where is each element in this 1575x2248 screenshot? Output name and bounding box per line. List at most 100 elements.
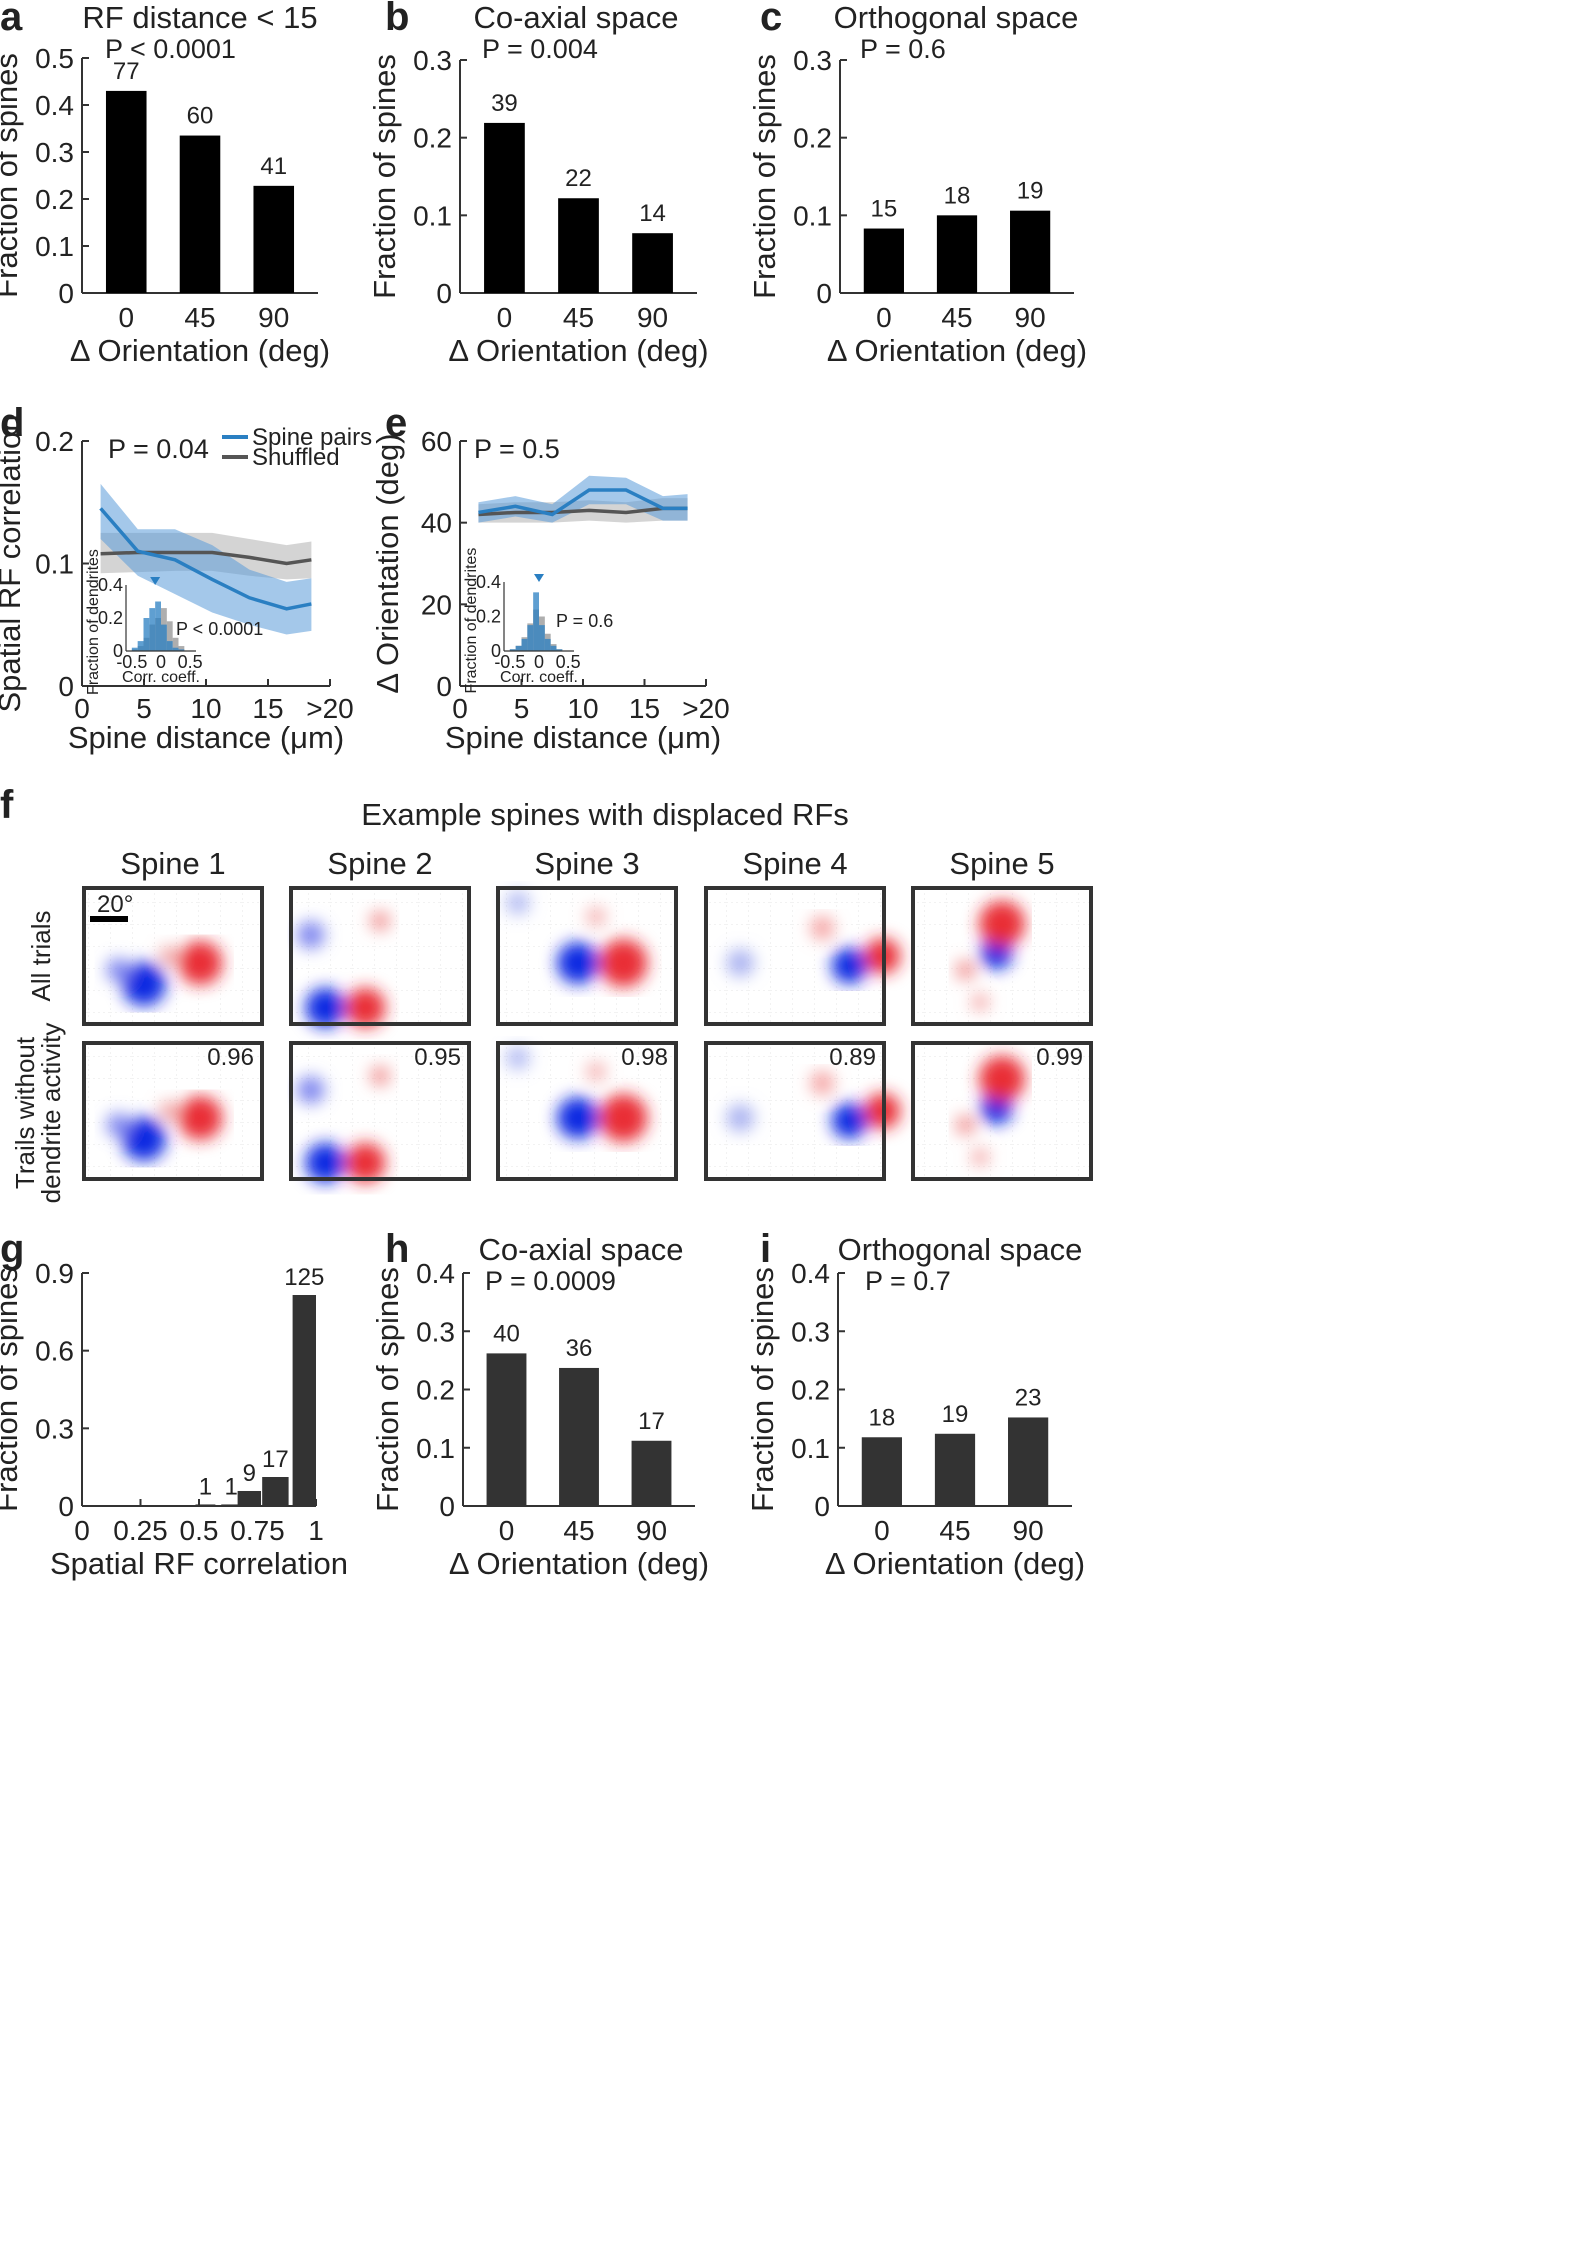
rf-blob [305, 1142, 346, 1183]
bar [632, 233, 673, 293]
rf-frame [704, 886, 886, 1026]
rf-blobs [106, 1096, 223, 1161]
panel-label-h: h [385, 1227, 409, 1271]
x-tick-label: 45 [184, 302, 215, 333]
x-axis-label: Δ Orientation (deg) [448, 333, 708, 368]
hist-bar [149, 608, 156, 651]
x-axis-label: Spine distance (μm) [445, 720, 721, 755]
rf-map: 0.96 [82, 1041, 264, 1181]
inset-x-tick-label: 0 [534, 652, 544, 672]
spine-label: Spine 4 [742, 846, 847, 881]
y-tick-label: 0.5 [35, 43, 74, 74]
y-axis-label: Fraction of spines [745, 1267, 780, 1512]
rf-frame [289, 1041, 471, 1181]
rf-blob [971, 1148, 990, 1167]
bar-label: 19 [1017, 178, 1044, 205]
rf-blob [726, 1104, 755, 1132]
x-tick-label: 90 [1015, 302, 1046, 333]
hist-bar [166, 621, 173, 651]
x-tick-label: 45 [563, 1515, 594, 1546]
y-tick-label: 0.9 [35, 1258, 74, 1289]
stat-label: P = 0.7 [865, 1266, 951, 1296]
x-tick-label: 5 [136, 693, 152, 724]
y-tick-label: 0.3 [35, 137, 74, 168]
bar [559, 1367, 599, 1506]
inset-x-axis-label: Corr. coeff. [500, 669, 578, 686]
x-tick-label: 15 [629, 693, 660, 724]
inset-y-tick-label: 0.4 [476, 572, 501, 592]
hist-bar [544, 638, 551, 651]
series-line-spine-pairs [99, 507, 312, 611]
y-tick-label: 0.2 [413, 123, 452, 154]
median-marker [534, 574, 544, 582]
rf-frame [911, 886, 1093, 1026]
hist-bar [172, 647, 179, 651]
rf-blob [178, 1096, 223, 1140]
x-tick-label: 0 [497, 302, 513, 333]
panel-label-c: c [760, 0, 782, 39]
panel-label-d: d [0, 401, 24, 445]
rf-blob [345, 987, 386, 1028]
rf-blob [971, 993, 990, 1012]
x-tick-label: 90 [636, 1515, 667, 1546]
y-tick-label: 0.2 [793, 123, 832, 154]
x-axis-label: Spine distance (μm) [68, 720, 344, 755]
y-tick-label: 0.3 [413, 45, 452, 76]
row-label: All trials [26, 910, 56, 1001]
stat-label: P = 0.04 [108, 434, 209, 464]
x-tick-label: 15 [252, 693, 283, 724]
inset-y-tick-label: 0.2 [476, 607, 501, 627]
x-tick-label: 45 [939, 1515, 970, 1546]
y-tick-label: 0 [816, 278, 832, 309]
legend-label: Spine pairs [252, 424, 372, 451]
y-tick-label: 0 [436, 671, 452, 702]
rf-blob [599, 1094, 648, 1142]
panel-label-a: a [0, 0, 23, 39]
x-axis-label: Δ Orientation (deg) [70, 333, 330, 368]
x-tick-label: 0.5 [180, 1515, 219, 1546]
rf-map: 0.99 [911, 1041, 1093, 1181]
hist-bar [527, 625, 534, 651]
rf-blob [810, 1071, 835, 1095]
bar-label: 41 [260, 153, 287, 180]
panel-label-g: g [0, 1227, 24, 1271]
rf-blobs [955, 900, 1025, 1012]
y-tick-label: 0.1 [413, 200, 452, 231]
x-tick-label: 0 [452, 693, 468, 724]
y-tick-label: 0.2 [416, 1375, 455, 1406]
y-tick-label: 0.3 [793, 45, 832, 76]
y-tick-label: 0.1 [35, 231, 74, 262]
rf-frame [496, 886, 678, 1026]
rf-blobs [726, 1071, 901, 1139]
panel-label-i: i [760, 1227, 771, 1271]
y-axis-label: Spatial RF correlation [0, 414, 27, 712]
rf-map: 0.98 [496, 1041, 678, 1181]
bar [863, 228, 904, 293]
spine-label: Spine 1 [120, 846, 225, 881]
spine-label: Spine 2 [327, 846, 432, 881]
rf-blob [121, 1117, 166, 1161]
rf-blob [586, 1061, 607, 1082]
x-tick-label: 5 [514, 693, 530, 724]
inset-x-tick-label: -0.5 [494, 652, 525, 672]
row-label: Trails without [10, 1036, 40, 1189]
y-tick-label: 0 [58, 1491, 74, 1522]
y-tick-label: 20 [421, 589, 452, 620]
inset-y-tick-label: 0 [491, 641, 501, 661]
x-tick-label: 0 [74, 693, 90, 724]
y-tick-label: 0 [436, 278, 452, 309]
rf-blob [599, 939, 648, 987]
y-axis-label: Fraction of spines [0, 53, 24, 298]
bar [221, 1504, 242, 1506]
x-tick-label: 10 [567, 693, 598, 724]
hist-bar [155, 601, 161, 651]
bar-label: 39 [491, 90, 518, 117]
bar-label: 17 [638, 1408, 665, 1435]
rf-frame [289, 886, 471, 1026]
